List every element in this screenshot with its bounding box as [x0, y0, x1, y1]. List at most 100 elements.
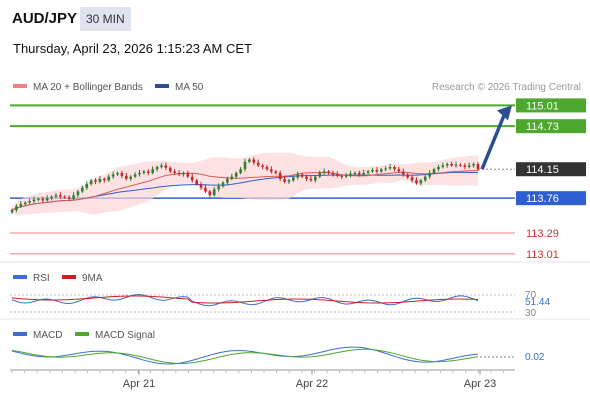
support-label-5: 113.01 — [526, 249, 559, 261]
candle-body — [41, 198, 45, 201]
rsi-legend: RSI 9MA — [13, 273, 103, 284]
candle-body — [190, 176, 194, 181]
candle-body — [212, 189, 216, 196]
candle-body — [37, 198, 40, 200]
candle-body — [256, 162, 260, 166]
candle-body — [327, 171, 330, 173]
candle-body — [300, 174, 304, 177]
candle-body — [63, 196, 67, 198]
candle-body — [182, 172, 185, 175]
candle-body — [410, 177, 414, 181]
rsi-70-tick: 70 — [525, 290, 537, 301]
pivot-badge-3 — [516, 191, 586, 206]
resistance-badge-1 — [516, 119, 586, 134]
candle-body — [322, 171, 326, 173]
candle-body — [265, 166, 269, 170]
candle-body — [428, 172, 431, 177]
candle-body — [467, 165, 471, 167]
candle-body — [318, 172, 322, 177]
level-labels: 115.01 114.73 114.15 113.76 113.29 113.01 — [516, 98, 586, 261]
resistance-badge-0 — [516, 98, 586, 113]
macd-last-value: 0.02 — [525, 352, 545, 363]
candle-body — [195, 180, 198, 185]
candle-body — [454, 164, 458, 166]
candle-body — [248, 159, 251, 162]
candle-body — [296, 174, 300, 178]
macd-legend: MACD MACD Signal — [13, 330, 155, 341]
candle-body — [111, 174, 115, 177]
currency-pair-title: AUD/JPY — [12, 10, 78, 27]
candle-body — [15, 206, 18, 211]
candle-body — [243, 161, 247, 170]
ma20-line — [11, 170, 479, 211]
rsi-ma-legend-swatch — [62, 275, 76, 279]
candle-body — [384, 168, 387, 170]
chart-datetime: Thursday, April 23, 2026 1:15:23 AM CET — [13, 41, 252, 56]
forecast-arrow-head — [497, 105, 512, 121]
rsi-legend-label: RSI — [33, 273, 50, 284]
candle-body — [98, 178, 102, 182]
candle-body — [94, 180, 97, 182]
candle-body — [450, 164, 453, 166]
resistance-label-1: 114.73 — [526, 121, 559, 133]
candle-body — [441, 165, 445, 167]
candle-body — [419, 180, 423, 184]
rsi-legend-swatch — [13, 275, 27, 279]
candle-body — [305, 176, 308, 179]
timeframe-badge[interactable]: 30 MIN — [80, 7, 131, 31]
rsi-ma-legend-label: 9MA — [82, 273, 103, 284]
forecast-arrow — [480, 105, 512, 170]
candle-body — [349, 173, 352, 176]
candle-body — [85, 184, 89, 188]
candle-body — [283, 178, 286, 182]
candle-body — [103, 178, 106, 181]
candle-body — [67, 197, 71, 199]
candlesticks — [10, 157, 480, 214]
macd-signal-line — [11, 348, 479, 364]
current-price-label: 114.15 — [526, 164, 559, 176]
candle-body — [239, 169, 242, 173]
candle-body — [32, 199, 36, 202]
candle-body — [168, 167, 172, 172]
forecast-arrow-shaft — [480, 114, 506, 170]
candle-body — [217, 186, 220, 190]
candle-body — [221, 182, 225, 187]
chart-header: AUD/JPY 30 MIN — [0, 0, 590, 36]
candle-body — [173, 171, 176, 173]
candle-body — [164, 165, 168, 168]
macd-signal-legend-swatch — [75, 332, 89, 336]
bollinger-legend-label: MA 20 + Bollinger Bands — [33, 82, 143, 93]
candle-body — [388, 166, 392, 169]
bollinger-bands — [11, 152, 479, 215]
copyright-text: Research © 2026 Trading Central — [432, 82, 581, 93]
candle-body — [81, 187, 84, 192]
candle-body — [116, 172, 119, 175]
x-tick-label: Apr 23 — [464, 378, 496, 390]
candle-body — [371, 169, 374, 172]
candle-body — [19, 204, 23, 207]
candle-body — [270, 169, 273, 172]
candle-body — [287, 180, 291, 182]
candle-body — [357, 172, 361, 175]
candle-body — [10, 210, 14, 213]
macd-legend-label: MACD — [33, 330, 62, 341]
candle-body — [129, 176, 133, 179]
rsi-30-tick: 30 — [525, 308, 537, 319]
candle-body — [155, 166, 159, 170]
candle-body — [146, 171, 150, 173]
candle-body — [379, 169, 383, 172]
candle-body — [226, 178, 229, 183]
candle-body — [230, 176, 234, 179]
candle-body — [107, 176, 111, 181]
pivot-label-3: 113.76 — [526, 193, 559, 205]
ma50-legend-swatch — [155, 84, 169, 88]
candle-body — [54, 195, 58, 197]
candle-body — [463, 165, 467, 167]
x-tick-label: Apr 21 — [123, 378, 155, 390]
rsi-line — [11, 293, 479, 307]
candle-body — [401, 171, 405, 175]
candle-body — [45, 198, 49, 201]
rsi-ma-line — [11, 295, 479, 304]
macd-legend-swatch — [13, 332, 27, 336]
